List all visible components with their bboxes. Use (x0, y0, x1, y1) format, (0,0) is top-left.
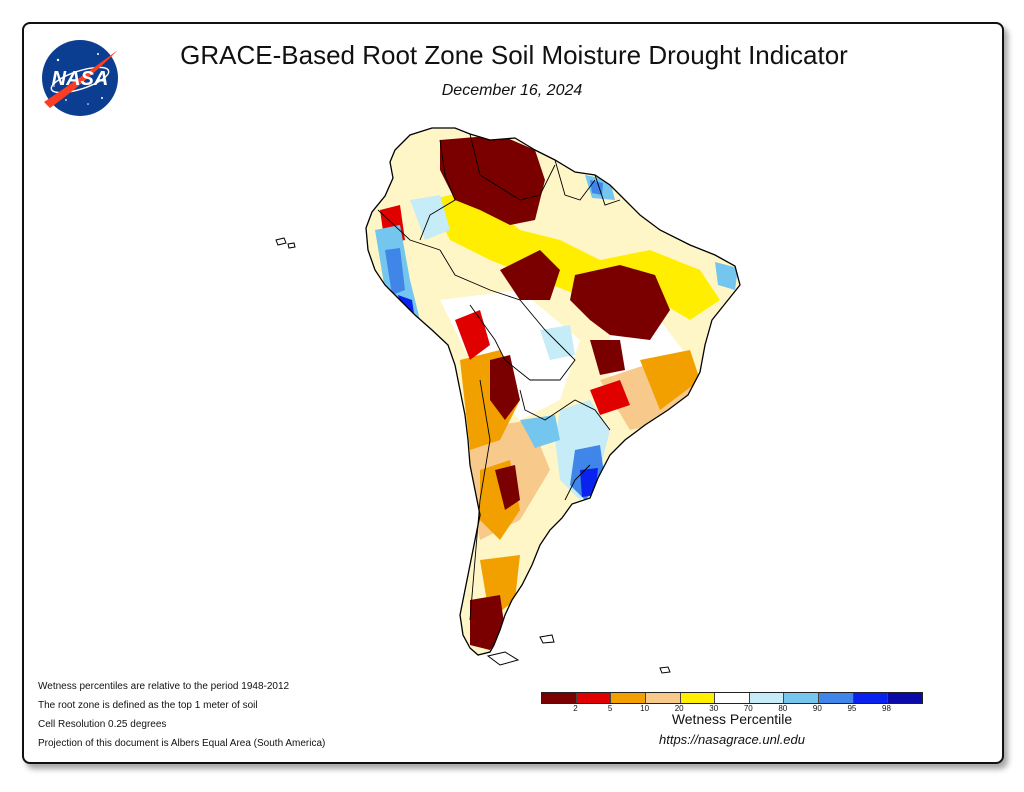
nasa-logo-text: NASA (52, 68, 109, 90)
legend-tick-label: 2 (573, 704, 578, 713)
legend-tick-label: 95 (847, 704, 857, 713)
note-resolution: Cell Resolution 0.25 degrees (38, 719, 167, 730)
legend-tick-label: 10 (640, 704, 650, 713)
note-root-zone: The root zone is defined as the top 1 me… (38, 700, 258, 711)
legend-swatch (853, 693, 889, 703)
legend-swatch (576, 693, 612, 703)
legend-tick-label: 30 (709, 704, 719, 713)
wetness-legend-bar (541, 692, 923, 704)
islands (275, 237, 671, 674)
legend-tick-label: 90 (812, 704, 822, 713)
legend-swatch (784, 693, 820, 703)
legend-swatch (680, 693, 716, 703)
wetness-raster (366, 128, 740, 655)
legend-swatch (819, 693, 854, 703)
legend-swatch (542, 693, 577, 703)
source-url: https://nasagrace.unl.edu (659, 732, 805, 747)
legend-swatch (749, 693, 785, 703)
legend-tick-label: 98 (882, 704, 891, 713)
legend-tick-label: 20 (674, 704, 684, 713)
wetness-legend-ticks: 2 5 10 20 30 70 80 90 95 98 (541, 704, 923, 716)
legend-tick-label: 70 (743, 704, 753, 713)
legend-swatch (888, 693, 923, 703)
legend-tick-label: 80 (778, 704, 788, 713)
note-period: Wetness percentiles are relative to the … (38, 681, 290, 692)
legend-title: Wetness Percentile (671, 711, 793, 727)
coastline (365, 127, 741, 656)
page-title: GRACE-Based Root Zone Soil Moisture Drou… (180, 40, 848, 70)
nasa-logo: NASA (42, 40, 118, 116)
note-projection: Projection of this document is Albers Eq… (38, 738, 326, 749)
legend-swatch (715, 693, 750, 703)
legend-swatch (611, 693, 646, 703)
country-borders (377, 133, 621, 621)
legend-tick-label: 5 (607, 704, 613, 713)
map-date: December 16, 2024 (441, 82, 583, 99)
legend-swatch (645, 693, 681, 703)
map-notes: Wetness percentiles are relative to the … (38, 677, 325, 753)
